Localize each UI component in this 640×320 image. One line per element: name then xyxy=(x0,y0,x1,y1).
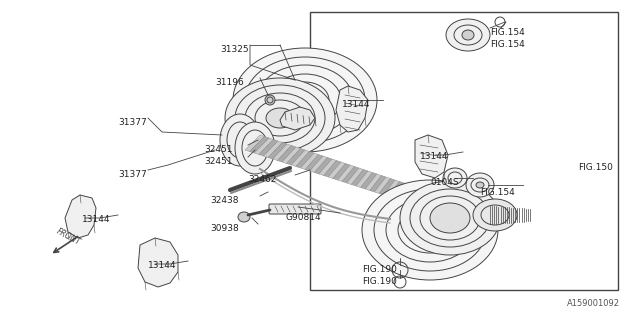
Polygon shape xyxy=(277,146,296,162)
Polygon shape xyxy=(360,172,377,189)
Ellipse shape xyxy=(473,199,517,231)
Text: 31196: 31196 xyxy=(215,78,244,87)
Text: 31325: 31325 xyxy=(220,45,248,54)
Polygon shape xyxy=(403,186,417,203)
Polygon shape xyxy=(388,181,404,198)
Polygon shape xyxy=(138,238,178,287)
Polygon shape xyxy=(310,156,328,172)
Ellipse shape xyxy=(446,19,490,51)
Polygon shape xyxy=(393,183,408,199)
Ellipse shape xyxy=(400,181,500,255)
Polygon shape xyxy=(264,141,282,157)
Polygon shape xyxy=(416,190,431,207)
Text: FIG.190: FIG.190 xyxy=(362,277,397,286)
Ellipse shape xyxy=(238,212,250,222)
Ellipse shape xyxy=(291,90,319,110)
Ellipse shape xyxy=(443,168,467,188)
Text: 13144: 13144 xyxy=(82,215,111,224)
Bar xyxy=(310,12,618,290)
Polygon shape xyxy=(415,135,448,178)
Polygon shape xyxy=(420,192,435,209)
Polygon shape xyxy=(259,140,278,156)
Text: 31377: 31377 xyxy=(118,170,147,179)
Polygon shape xyxy=(336,86,368,132)
Polygon shape xyxy=(384,180,399,196)
Polygon shape xyxy=(407,188,422,204)
Text: 31377: 31377 xyxy=(118,118,147,127)
Text: 13144: 13144 xyxy=(420,152,449,161)
Ellipse shape xyxy=(462,30,474,40)
Text: A159001092: A159001092 xyxy=(567,299,620,308)
Text: 32451: 32451 xyxy=(204,145,232,154)
Text: FIG.150: FIG.150 xyxy=(578,163,613,172)
Ellipse shape xyxy=(233,48,377,152)
Polygon shape xyxy=(319,159,337,175)
Text: FIG.154: FIG.154 xyxy=(490,40,525,49)
Polygon shape xyxy=(365,174,381,190)
Text: FIG.190: FIG.190 xyxy=(362,265,397,274)
Polygon shape xyxy=(333,164,350,180)
Polygon shape xyxy=(282,147,301,164)
Text: 32438: 32438 xyxy=(210,196,239,205)
Ellipse shape xyxy=(430,203,470,233)
Text: FIG.154: FIG.154 xyxy=(480,188,515,197)
Ellipse shape xyxy=(225,78,335,158)
Text: 30938: 30938 xyxy=(210,224,239,233)
Polygon shape xyxy=(314,157,332,174)
Polygon shape xyxy=(273,144,291,161)
Text: 13144: 13144 xyxy=(342,100,371,109)
Text: 0104S: 0104S xyxy=(430,178,459,187)
Ellipse shape xyxy=(265,95,275,105)
Polygon shape xyxy=(301,153,319,170)
Text: G90814: G90814 xyxy=(285,213,321,222)
Ellipse shape xyxy=(362,180,498,280)
Polygon shape xyxy=(351,170,368,186)
Polygon shape xyxy=(268,142,287,159)
Polygon shape xyxy=(65,195,96,238)
Ellipse shape xyxy=(476,182,484,188)
Text: 32451: 32451 xyxy=(204,157,232,166)
Polygon shape xyxy=(291,150,310,166)
Polygon shape xyxy=(328,162,346,179)
Polygon shape xyxy=(337,165,355,181)
Polygon shape xyxy=(379,179,395,195)
Polygon shape xyxy=(254,138,273,155)
Polygon shape xyxy=(347,168,364,185)
Ellipse shape xyxy=(220,114,260,166)
Polygon shape xyxy=(280,107,315,130)
Text: FIG.154: FIG.154 xyxy=(490,28,525,37)
Text: 32462: 32462 xyxy=(248,175,276,184)
Polygon shape xyxy=(426,194,440,210)
Polygon shape xyxy=(412,189,426,205)
Polygon shape xyxy=(374,177,390,194)
Polygon shape xyxy=(370,175,386,192)
Polygon shape xyxy=(397,185,413,201)
Ellipse shape xyxy=(466,173,494,197)
Polygon shape xyxy=(342,166,359,183)
Polygon shape xyxy=(250,137,269,153)
Polygon shape xyxy=(287,148,305,165)
Ellipse shape xyxy=(235,122,275,174)
Polygon shape xyxy=(356,171,372,188)
Text: FRONT: FRONT xyxy=(55,227,82,247)
Ellipse shape xyxy=(266,108,294,128)
Polygon shape xyxy=(296,151,314,168)
Polygon shape xyxy=(245,135,264,151)
Polygon shape xyxy=(324,161,341,177)
Polygon shape xyxy=(305,155,323,171)
FancyBboxPatch shape xyxy=(269,204,321,214)
Text: 13144: 13144 xyxy=(148,261,177,270)
